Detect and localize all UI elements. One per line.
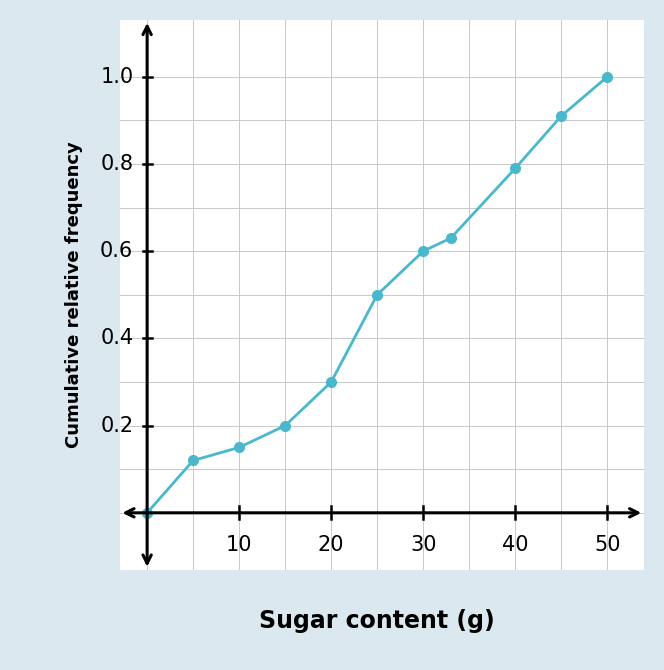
Text: 0.6: 0.6	[100, 241, 133, 261]
Text: 50: 50	[594, 535, 621, 555]
Text: 0.4: 0.4	[100, 328, 133, 348]
Text: 1.0: 1.0	[100, 67, 133, 87]
Text: 0.8: 0.8	[100, 154, 133, 174]
Text: 0.2: 0.2	[100, 415, 133, 436]
Text: 10: 10	[226, 535, 252, 555]
Text: 40: 40	[502, 535, 529, 555]
Text: 30: 30	[410, 535, 436, 555]
Text: 20: 20	[318, 535, 345, 555]
Text: Cumulative relative frequency: Cumulative relative frequency	[64, 141, 82, 448]
Text: Sugar content (g): Sugar content (g)	[260, 609, 495, 632]
